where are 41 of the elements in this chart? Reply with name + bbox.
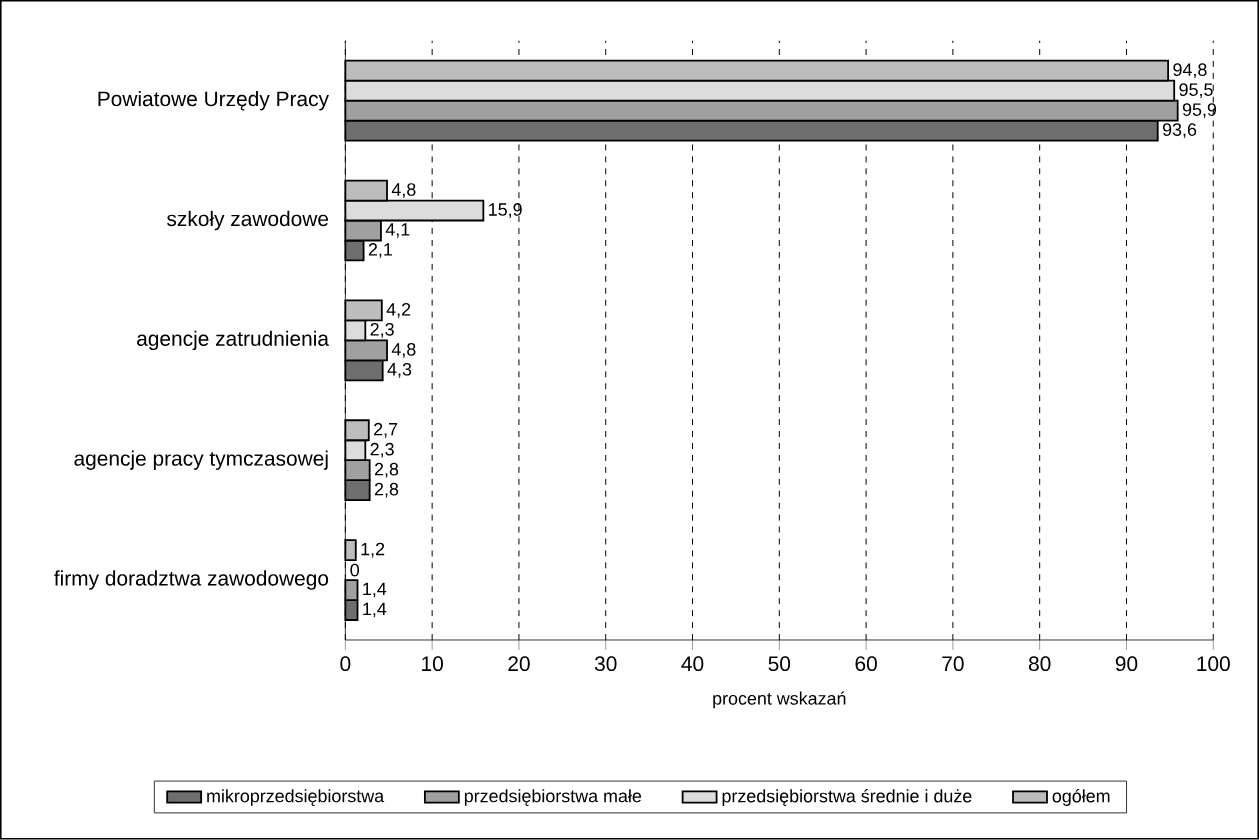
- data-label: 4,1: [385, 223, 410, 239]
- x-tick-label: 20: [508, 656, 530, 672]
- y-tick-label: firmy doradztwa zawodowego: [54, 570, 329, 591]
- x-tick-label: 100: [1197, 656, 1230, 672]
- y-tick-label: agencje pracy tymczasowej: [74, 450, 328, 471]
- data-label: 2,1: [368, 243, 392, 259]
- legend-label: przedsiębiorstwa średnie i duże: [722, 789, 972, 807]
- x-tick-label: 50: [768, 656, 791, 672]
- x-tick-label: 80: [1028, 656, 1051, 672]
- x-tick-label: 70: [942, 656, 964, 672]
- x-tick-label: 60: [855, 656, 877, 672]
- legend-label: mikroprzedsiębiorstwa: [207, 789, 385, 807]
- data-label: 95,9: [1182, 103, 1217, 119]
- data-label: 2,8: [374, 483, 399, 498]
- data-label: 4,8: [391, 343, 416, 358]
- data-label: 1,2: [361, 542, 385, 558]
- data-label: 2,8: [374, 463, 399, 478]
- x-tick-label: 10: [422, 656, 443, 672]
- data-label: 4,2: [386, 303, 411, 319]
- data-label: 2,3: [370, 443, 394, 458]
- data-label: 4,8: [391, 183, 416, 199]
- data-label: 1,4: [363, 602, 387, 618]
- x-tick-label: 90: [1115, 656, 1138, 672]
- y-tick-label: agencje zatrudnienia: [137, 330, 329, 351]
- data-label: 95,5: [1179, 83, 1213, 99]
- x-tick-label: 30: [594, 656, 617, 672]
- x-tick-label: 40: [681, 656, 704, 672]
- data-label: 4,3: [387, 363, 412, 378]
- legend-label: przedsiębiorstwa małe: [464, 789, 642, 807]
- y-tick-label: Powiatowe Urzędy Pracy: [98, 91, 329, 111]
- data-label: 2,7: [374, 423, 398, 438]
- x-axis-title: procent wskazań: [713, 691, 846, 709]
- legend-label: ogółem: [1052, 789, 1110, 807]
- x-tick-label: 0: [340, 656, 351, 672]
- data-label: 1,4: [363, 582, 387, 598]
- data-label: 15,9: [489, 203, 522, 219]
- data-label: 0: [350, 563, 360, 577]
- data-label: 2,3: [370, 323, 394, 338]
- y-tick-label: szkoły zawodowe: [167, 211, 329, 231]
- data-label: 94,8: [1173, 63, 1207, 79]
- data-label: 93,6: [1162, 123, 1197, 139]
